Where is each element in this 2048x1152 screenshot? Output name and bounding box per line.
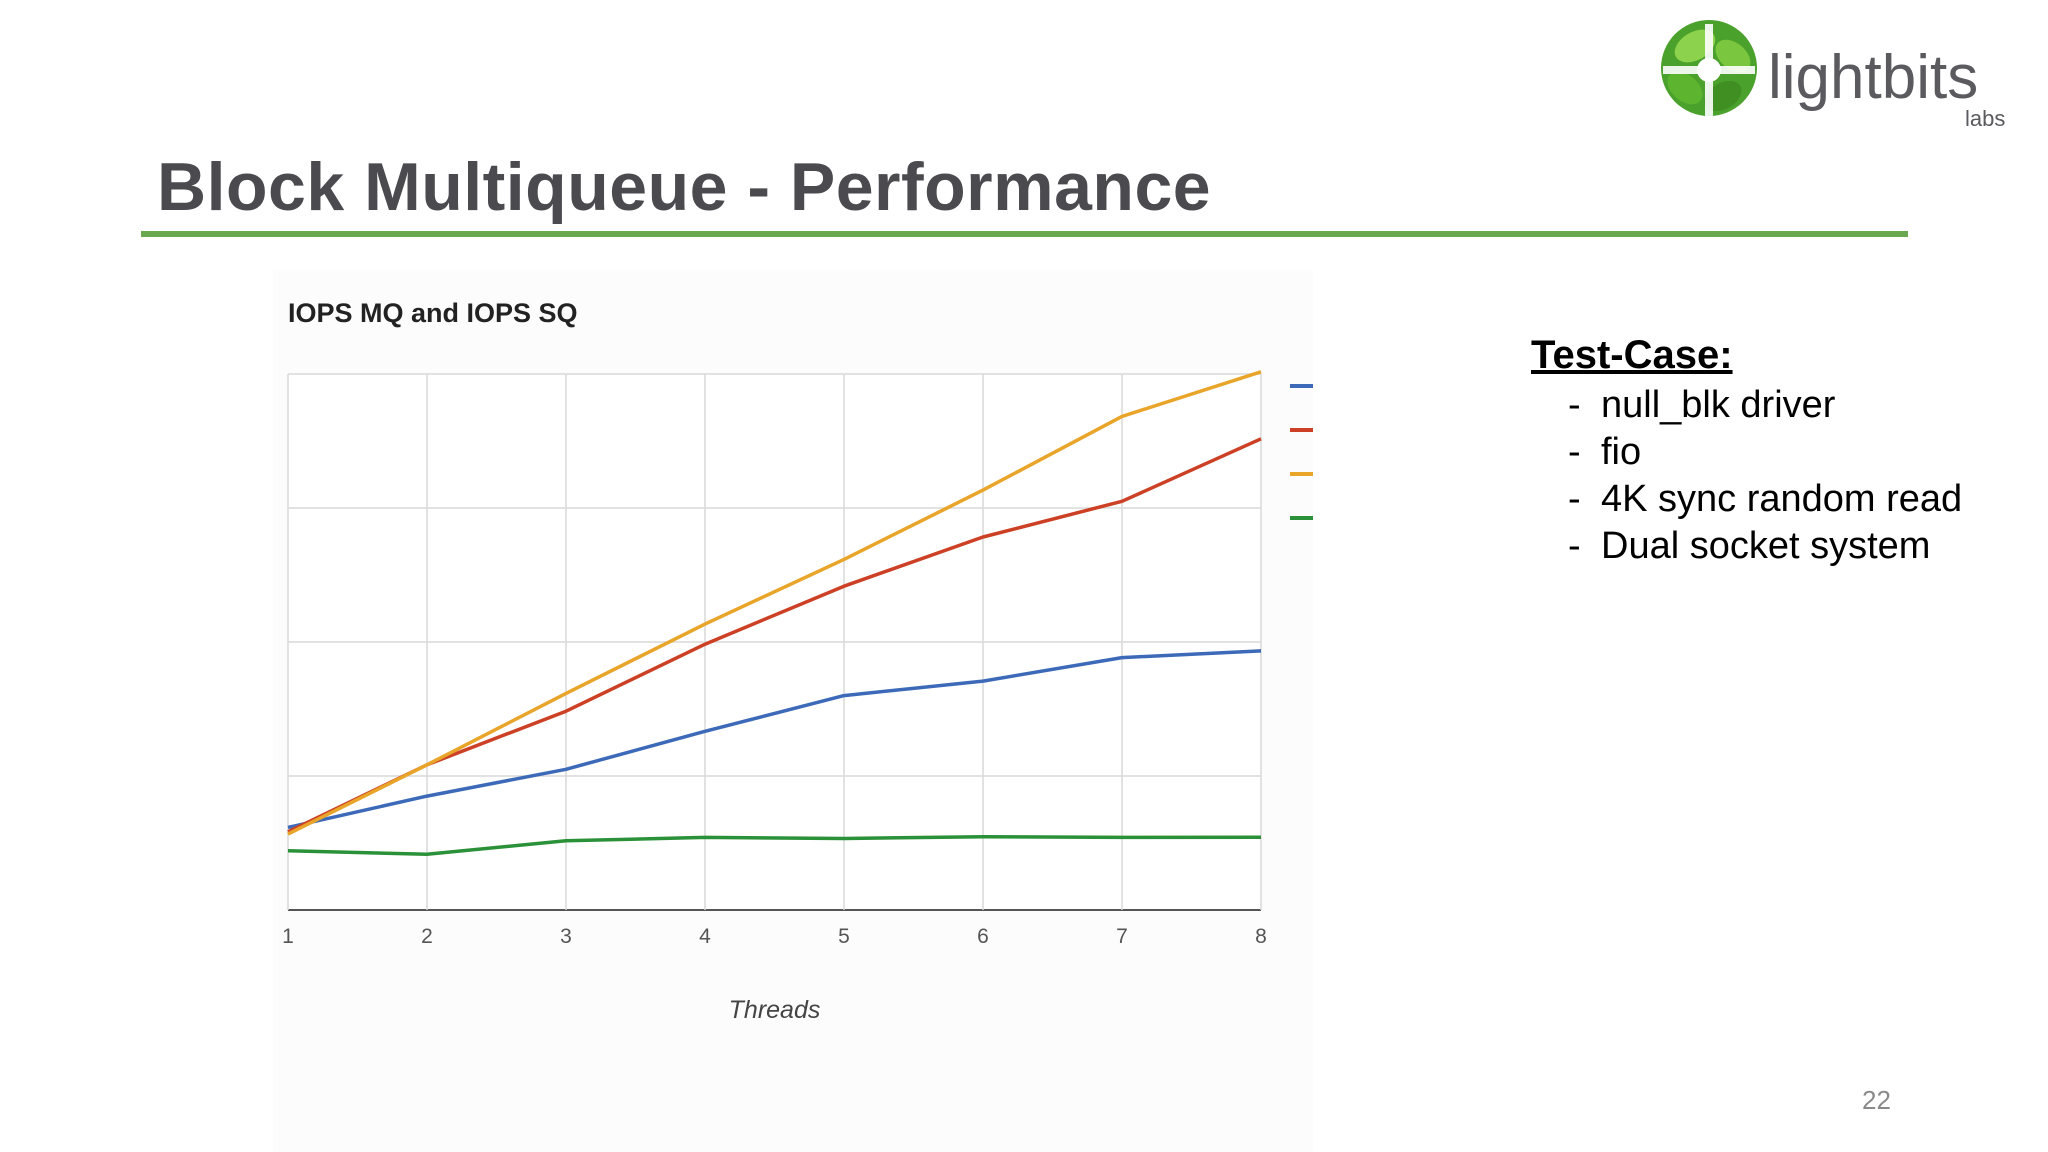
test-case-item-text: Dual socket system	[1601, 525, 1931, 567]
x-tick-label: 3	[560, 925, 572, 948]
series-line-iops-mq-1	[287, 649, 1262, 830]
test-case-item: - fio	[1531, 429, 1962, 476]
x-tick-label: 4	[699, 925, 711, 948]
chart-title: IOPS MQ and IOPS SQ	[288, 298, 578, 328]
logo-subtext: labs	[1965, 106, 2005, 131]
test-case-item: - 4K sync random read	[1531, 476, 1962, 523]
logo-wordmark: lightbits	[1768, 43, 1978, 112]
series-line-iops-mq	[287, 370, 1262, 836]
lightbits-logo: lightbits labs	[1655, 16, 2015, 136]
line-chart: 060000012000001800000240000012345678IOPS…	[282, 298, 1313, 1024]
series-line-iops-sq	[287, 834, 1262, 856]
x-tick-label: 5	[838, 925, 850, 948]
x-tick-label: 2	[421, 925, 433, 948]
chart-panel: 060000012000001800000240000012345678IOPS…	[273, 270, 1313, 1152]
green-clover-logo-icon: lightbits labs	[1661, 20, 2005, 131]
x-tick-label: 1	[282, 925, 294, 948]
test-case-item-text: null_blk driver	[1601, 384, 1836, 426]
test-case-box: Test-Case: - null_blk driver - fio - 4K …	[1531, 333, 1962, 570]
bullet-dash: -	[1568, 478, 1581, 520]
test-case-item: - Dual socket system	[1531, 523, 1962, 570]
bullet-dash: -	[1568, 525, 1581, 567]
bullet-dash: -	[1568, 431, 1581, 473]
series-line-iops-mq-2	[287, 437, 1262, 834]
title-divider	[141, 231, 1908, 237]
x-axis-label: Threads	[729, 996, 821, 1024]
test-case-list: - null_blk driver - fio - 4K sync random…	[1531, 382, 1962, 570]
page-number: 22	[1862, 1085, 1891, 1115]
slide-title: Block Multiqueue - Performance	[157, 149, 1212, 225]
test-case-heading: Test-Case:	[1531, 333, 1733, 377]
test-case-item: - null_blk driver	[1531, 382, 1962, 429]
x-tick-label: 7	[1116, 925, 1128, 948]
test-case-item-text: fio	[1601, 431, 1642, 473]
test-case-item-text: 4K sync random read	[1601, 478, 1963, 520]
x-tick-label: 8	[1255, 925, 1267, 948]
bullet-dash: -	[1568, 384, 1581, 426]
x-tick-label: 6	[977, 925, 989, 948]
